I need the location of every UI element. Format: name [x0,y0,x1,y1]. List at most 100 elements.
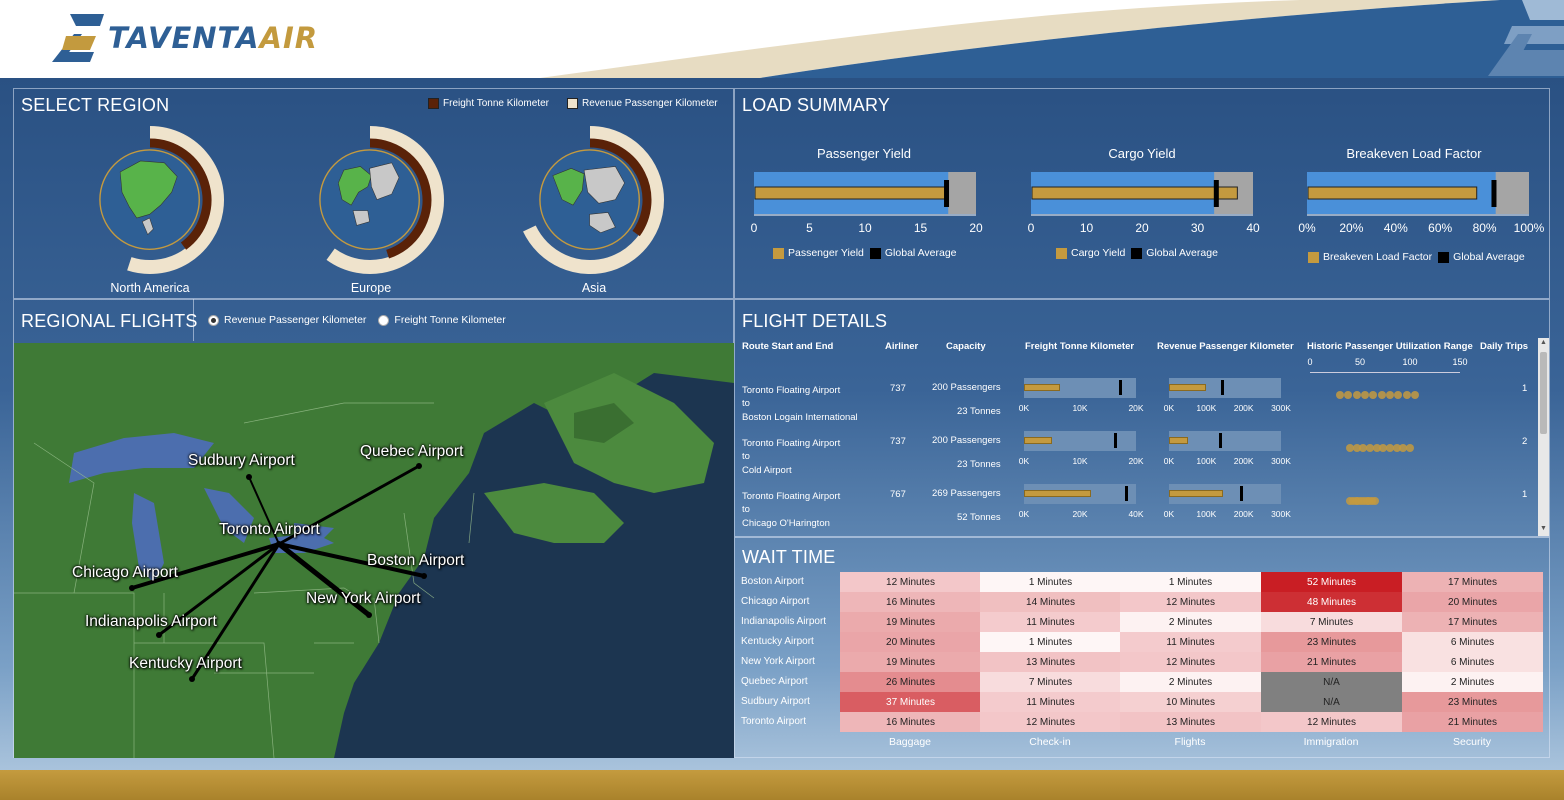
region-globe-asia[interactable] [510,120,670,280]
wait-time-cell[interactable]: 12 Minutes [1120,592,1261,612]
wait-time-cell[interactable]: 10 Minutes [1120,692,1261,712]
city-label-new-york[interactable]: New York Airport [306,590,421,607]
scroll-down-icon[interactable]: ▼ [1540,525,1547,532]
region-label-north-america[interactable]: North America [110,281,190,295]
rpk-tick-label: 200K [1233,509,1254,519]
wait-time-cell[interactable]: 1 Minutes [980,572,1121,592]
ftk-bullet-bg [1024,431,1136,451]
wait-time-cell[interactable]: 6 Minutes [1402,652,1543,672]
rpk-bullet-value [1169,437,1188,444]
route-line-kentucky [190,542,281,681]
wait-time-cell[interactable]: 19 Minutes [840,612,981,632]
city-label-indianapolis[interactable]: Indianapolis Airport [85,613,217,630]
header-swoosh [540,0,1564,78]
wait-time-cell[interactable]: 23 Minutes [1402,692,1543,712]
util-point [1361,391,1369,399]
legend-value-swatch [1056,247,1067,259]
wait-time-cell[interactable]: 2 Minutes [1120,672,1261,692]
wait-time-cell[interactable]: 1 Minutes [980,632,1121,652]
wait-time-cell[interactable]: 21 Minutes [1261,652,1402,672]
wait-time-cell[interactable]: 48 Minutes [1261,592,1402,612]
flight-map[interactable]: Sudbury Airport Quebec Airport Toronto A… [14,343,734,758]
wait-time-cell[interactable]: 6 Minutes [1402,632,1543,652]
wait-time-cell[interactable]: 1 Minutes [1120,572,1261,592]
city-label-boston[interactable]: Boston Airport [367,552,465,569]
wait-time-cell[interactable]: 12 Minutes [1261,712,1402,732]
bullet-tick-label: 100% [1513,221,1545,235]
wait-time-cell[interactable]: 12 Minutes [1120,652,1261,672]
radio-label: Freight Tonne Kilometer [394,314,506,326]
legend-freight-swatch [428,98,439,109]
capacity-passengers: 200 Passengers [932,435,1001,446]
route-destination[interactable]: Chicago O'Harington [742,518,830,529]
legend-value-label: Passenger Yield [788,247,864,259]
wait-time-cell[interactable]: 12 Minutes [840,572,981,592]
flight-details-panel [734,299,1550,537]
wait-time-cell[interactable]: 19 Minutes [840,652,981,672]
wait-time-cell[interactable]: 16 Minutes [840,592,981,612]
region-label-europe[interactable]: Europe [350,281,392,295]
route-origin[interactable]: Toronto Floating Airport [742,385,841,396]
wait-time-cell[interactable]: 37 Minutes [840,692,981,712]
ftk-bullet-marker [1119,380,1123,395]
wait-time-cell[interactable]: 20 Minutes [840,632,981,652]
legend-average-swatch [1131,247,1143,259]
wait-row-label: New York Airport [741,656,815,667]
radio-revenue-passenger-km[interactable]: Revenue Passenger Kilometer [208,314,366,326]
util-point [1344,391,1353,399]
region-globe-europe[interactable] [290,120,450,280]
route-destination[interactable]: Cold Airport [742,465,792,476]
wait-time-cell[interactable]: 11 Minutes [980,692,1121,712]
city-label-toronto[interactable]: Toronto Airport [219,521,320,538]
region-label-asia[interactable]: Asia [581,281,607,295]
wait-time-cell[interactable]: 14 Minutes [980,592,1121,612]
region-legend: Freight Tonne Kilometer Revenue Passenge… [410,98,718,109]
util-tick-label: 150 [1452,357,1468,367]
city-label-quebec[interactable]: Quebec Airport [360,443,464,460]
wait-time-cell[interactable]: 2 Minutes [1402,672,1543,692]
scrollbar-thumb[interactable] [1540,352,1547,434]
route-lines [130,464,426,681]
city-label-chicago[interactable]: Chicago Airport [72,564,178,581]
brand-logo[interactable]: TAVENTAAIR [50,12,318,64]
daily-trips-value: 2 [1522,436,1528,447]
city-label-kentucky[interactable]: Kentucky Airport [129,655,242,672]
city-label-sudbury[interactable]: Sudbury Airport [188,452,295,469]
flight-details-scrollbar[interactable] [1538,338,1549,536]
wait-time-cell[interactable]: 13 Minutes [1120,712,1261,732]
wait-time-cell[interactable]: 16 Minutes [840,712,981,732]
wait-time-cell[interactable]: 23 Minutes [1261,632,1402,652]
wait-row-label: Quebec Airport [741,676,808,687]
region-globe-north-america[interactable] [70,120,230,280]
route-destination[interactable]: Boston Logain International [742,412,858,423]
wait-time-cell[interactable]: 17 Minutes [1402,572,1543,592]
scroll-up-icon[interactable]: ▲ [1540,339,1547,346]
wait-time-cell[interactable]: 52 Minutes [1261,572,1402,592]
city-dot-toronto [276,541,282,547]
wait-time-cell[interactable]: 20 Minutes [1402,592,1543,612]
bullet-tick-label: 15 [913,221,928,235]
route-origin[interactable]: Toronto Floating Airport [742,438,841,449]
wait-time-cell[interactable]: 11 Minutes [1120,632,1261,652]
city-dot-indianapolis [156,632,162,638]
wait-time-cell[interactable]: 21 Minutes [1402,712,1543,732]
ftk-tick-label: 0K [1018,403,1030,413]
wait-time-cell[interactable]: 13 Minutes [980,652,1121,672]
wait-time-cell[interactable]: 17 Minutes [1402,612,1543,632]
wait-time-cell[interactable]: 2 Minutes [1120,612,1261,632]
airliner-value: 737 [890,383,906,394]
wait-time-cell[interactable]: 26 Minutes [840,672,981,692]
rpk-bullet-bg [1169,484,1281,504]
wait-time-cell[interactable]: 12 Minutes [980,712,1121,732]
cargo-yield-title: Cargo Yield [1108,146,1176,161]
wait-time-cell[interactable]: N/A [1261,692,1402,712]
radio-freight-tonne-km[interactable]: Freight Tonne Kilometer [378,314,506,326]
wait-time-cell[interactable]: 7 Minutes [1261,612,1402,632]
wait-time-cell[interactable]: N/A [1261,672,1402,692]
airliner-value: 767 [890,489,906,500]
wait-time-cell[interactable]: 11 Minutes [980,612,1121,632]
metric-radio-group: Revenue Passenger Kilometer Freight Tonn… [208,314,518,326]
route-origin[interactable]: Toronto Floating Airport [742,491,841,502]
col-route: Route Start and End [742,341,834,352]
wait-time-cell[interactable]: 7 Minutes [980,672,1121,692]
